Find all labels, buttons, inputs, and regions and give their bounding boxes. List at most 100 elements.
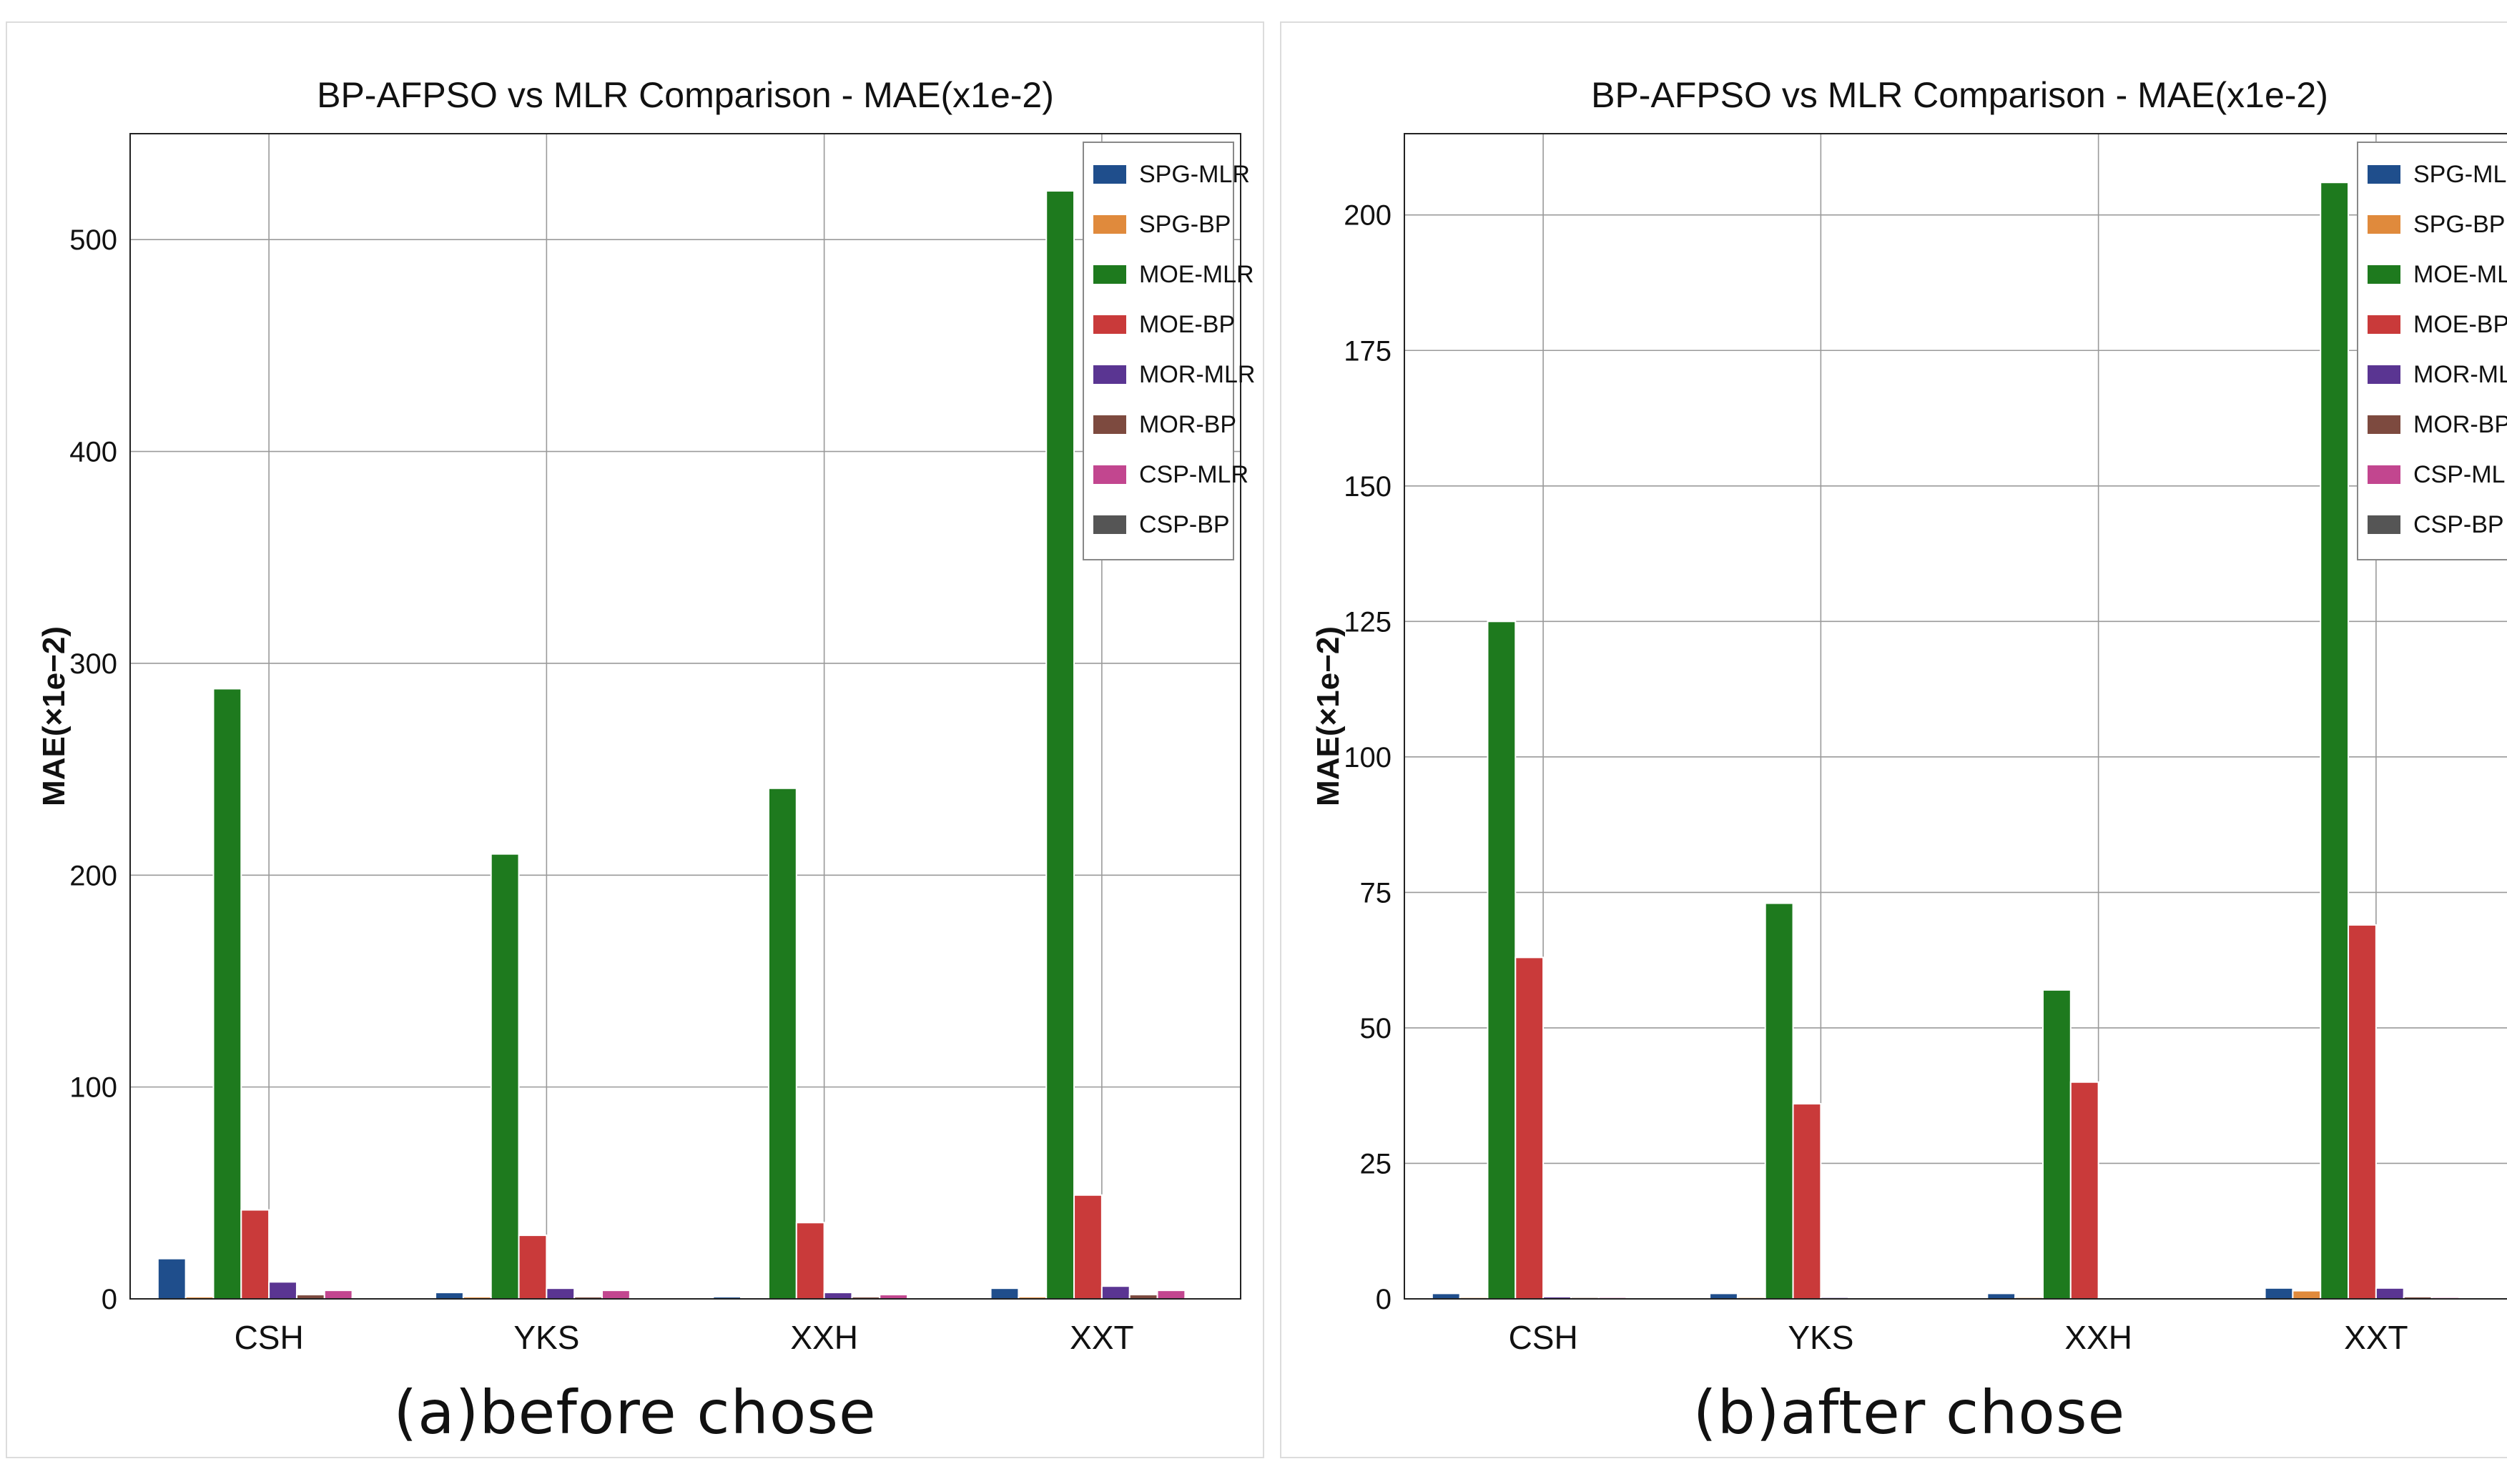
bar-mor-mlr bbox=[1100, 1285, 1131, 1300]
chart-title: BP-AFPSO vs MLR Comparison - MAE(x1e-2) bbox=[1591, 75, 2328, 115]
bar-spg-mlr bbox=[1986, 1292, 2016, 1300]
legend-swatch bbox=[2368, 415, 2400, 434]
plot-frame bbox=[129, 133, 1241, 1300]
x-tick-label: XXT bbox=[1070, 1319, 1133, 1356]
legend-label: CSP-MLR bbox=[1139, 461, 1248, 488]
legend-label: CSP-BP bbox=[1139, 511, 1230, 538]
legend-swatch bbox=[1093, 215, 1126, 234]
legend-label: SPG-MLR bbox=[2413, 161, 2507, 188]
y-tick-label: 100 bbox=[1344, 742, 1392, 773]
bar-moe-mlr bbox=[1045, 190, 1075, 1300]
legend-swatch bbox=[1093, 315, 1126, 334]
bar-csp-mlr bbox=[601, 1290, 631, 1300]
legend-swatch bbox=[2368, 165, 2400, 184]
bar-mor-mlr bbox=[823, 1292, 853, 1300]
bar-moe-mlr bbox=[1487, 620, 1517, 1300]
legend-label: SPG-BP bbox=[2413, 211, 2505, 238]
y-tick-label: 500 bbox=[69, 224, 117, 256]
y-tick-label: 175 bbox=[1344, 335, 1392, 367]
bar-moe-bp bbox=[1792, 1103, 1822, 1300]
y-tick-label: 50 bbox=[1360, 1013, 1392, 1044]
legend-swatch bbox=[1093, 415, 1126, 434]
legend-label: MOR-BP bbox=[2413, 411, 2507, 438]
caption-a: (a)before chose bbox=[393, 1377, 877, 1448]
legend-swatch bbox=[1093, 515, 1126, 534]
y-tick-label: 400 bbox=[69, 437, 117, 468]
bar-moe-bp bbox=[795, 1222, 825, 1300]
legend-label: CSP-MLR bbox=[2413, 461, 2507, 488]
legend-box bbox=[2357, 142, 2507, 560]
y-tick-label: 0 bbox=[1376, 1284, 1392, 1315]
bar-mor-mlr bbox=[268, 1281, 297, 1300]
bar-moe-bp bbox=[1514, 956, 1545, 1300]
legend-label: MOR-MLR bbox=[2413, 361, 2507, 388]
legend-label: SPG-MLR bbox=[1139, 161, 1250, 188]
bar-csp-mlr bbox=[1156, 1290, 1186, 1300]
bar-spg-mlr bbox=[2264, 1287, 2294, 1300]
bar-moe-mlr bbox=[212, 688, 242, 1300]
chart-title: BP-AFPSO vs MLR Comparison - MAE(x1e-2) bbox=[317, 75, 1054, 115]
legend-swatch bbox=[1093, 165, 1126, 184]
legend-box bbox=[1083, 142, 1234, 560]
bar-spg-bp bbox=[2292, 1290, 2322, 1300]
y-tick-label: 200 bbox=[1344, 200, 1392, 232]
legend-label: CSP-BP bbox=[2413, 511, 2504, 538]
y-tick-label: 150 bbox=[1344, 471, 1392, 503]
y-tick-label: 100 bbox=[69, 1072, 117, 1104]
bar-moe-bp bbox=[240, 1209, 270, 1300]
legend-label: MOE-BP bbox=[2413, 311, 2507, 338]
bar-mor-mlr bbox=[2375, 1287, 2405, 1300]
legend-label: MOE-MLR bbox=[1139, 261, 1254, 288]
x-tick-label: CSH bbox=[235, 1319, 304, 1356]
legend-swatch bbox=[1093, 365, 1126, 384]
x-tick-label: YKS bbox=[513, 1319, 579, 1356]
legend-label: MOR-BP bbox=[1139, 411, 1236, 438]
y-tick-label: 125 bbox=[1344, 606, 1392, 638]
bar-moe-mlr bbox=[2320, 182, 2350, 1300]
x-tick-label: CSH bbox=[1509, 1319, 1578, 1356]
legend-swatch bbox=[2368, 515, 2400, 534]
legend-swatch bbox=[2368, 315, 2400, 334]
bar-moe-bp bbox=[518, 1235, 548, 1300]
x-tick-label: XXH bbox=[2064, 1319, 2132, 1356]
bar-moe-mlr bbox=[490, 853, 520, 1300]
plot-frame bbox=[1404, 133, 2507, 1300]
bar-moe-bp bbox=[1073, 1194, 1103, 1300]
bar-moe-mlr bbox=[1764, 902, 1794, 1300]
bar-moe-bp bbox=[2069, 1081, 2099, 1300]
legend-swatch bbox=[2368, 265, 2400, 284]
legend-swatch bbox=[2368, 465, 2400, 484]
y-tick-label: 25 bbox=[1360, 1148, 1392, 1179]
x-tick-label: YKS bbox=[1788, 1319, 1853, 1356]
y-tick-label: 300 bbox=[69, 648, 117, 680]
y-tick-label: 200 bbox=[69, 860, 117, 891]
chart-b: 0 25 50 75 100 125 150 175 200 CSH YKS XXH XXT BP-AFP… bbox=[1311, 75, 2507, 1356]
legend-label: MOE-MLR bbox=[2413, 261, 2507, 288]
x-tick-label: XXT bbox=[2344, 1319, 2408, 1356]
y-axis-label: MAE(×1e−2) bbox=[36, 626, 72, 806]
legend-swatch bbox=[1093, 465, 1126, 484]
chart-a: 0 100 200 300 400 500 CSH YKS XXH XXT BP-AFPSO vs … bbox=[36, 75, 1255, 1356]
x-tick-label: XXH bbox=[790, 1319, 858, 1356]
chart-panel-b: 0 25 50 75 100 125 150 175 200 CSH YKS XXH XXT BP-AFP… bbox=[1280, 21, 2507, 1458]
bar-spg-mlr bbox=[435, 1292, 464, 1300]
legend-label: SPG-BP bbox=[1139, 211, 1231, 238]
y-tick-label: 75 bbox=[1360, 877, 1392, 909]
caption-b: (b)after chose bbox=[1693, 1377, 2126, 1448]
bar-spg-mlr bbox=[990, 1287, 1020, 1300]
bar-moe-mlr bbox=[767, 787, 797, 1300]
bar-moe-mlr bbox=[2041, 989, 2072, 1300]
legend-label: MOE-BP bbox=[1139, 311, 1235, 338]
y-axis-label: MAE(×1e−2) bbox=[1311, 626, 1346, 806]
legend-swatch bbox=[2368, 215, 2400, 234]
legend-label: MOR-MLR bbox=[1139, 361, 1255, 388]
bar-moe-bp bbox=[2348, 924, 2377, 1300]
bar-csp-mlr bbox=[323, 1290, 353, 1300]
chart-panel-a: 0 100 200 300 400 500 CSH YKS XXH XXT BP-AFPSO vs … bbox=[6, 21, 1264, 1458]
y-tick-label: 0 bbox=[102, 1284, 117, 1315]
bar-spg-mlr bbox=[1709, 1292, 1738, 1300]
legend-swatch bbox=[1093, 265, 1126, 284]
bar-spg-mlr bbox=[157, 1257, 187, 1300]
bar-mor-mlr bbox=[546, 1287, 576, 1300]
bar-spg-mlr bbox=[1431, 1292, 1461, 1300]
